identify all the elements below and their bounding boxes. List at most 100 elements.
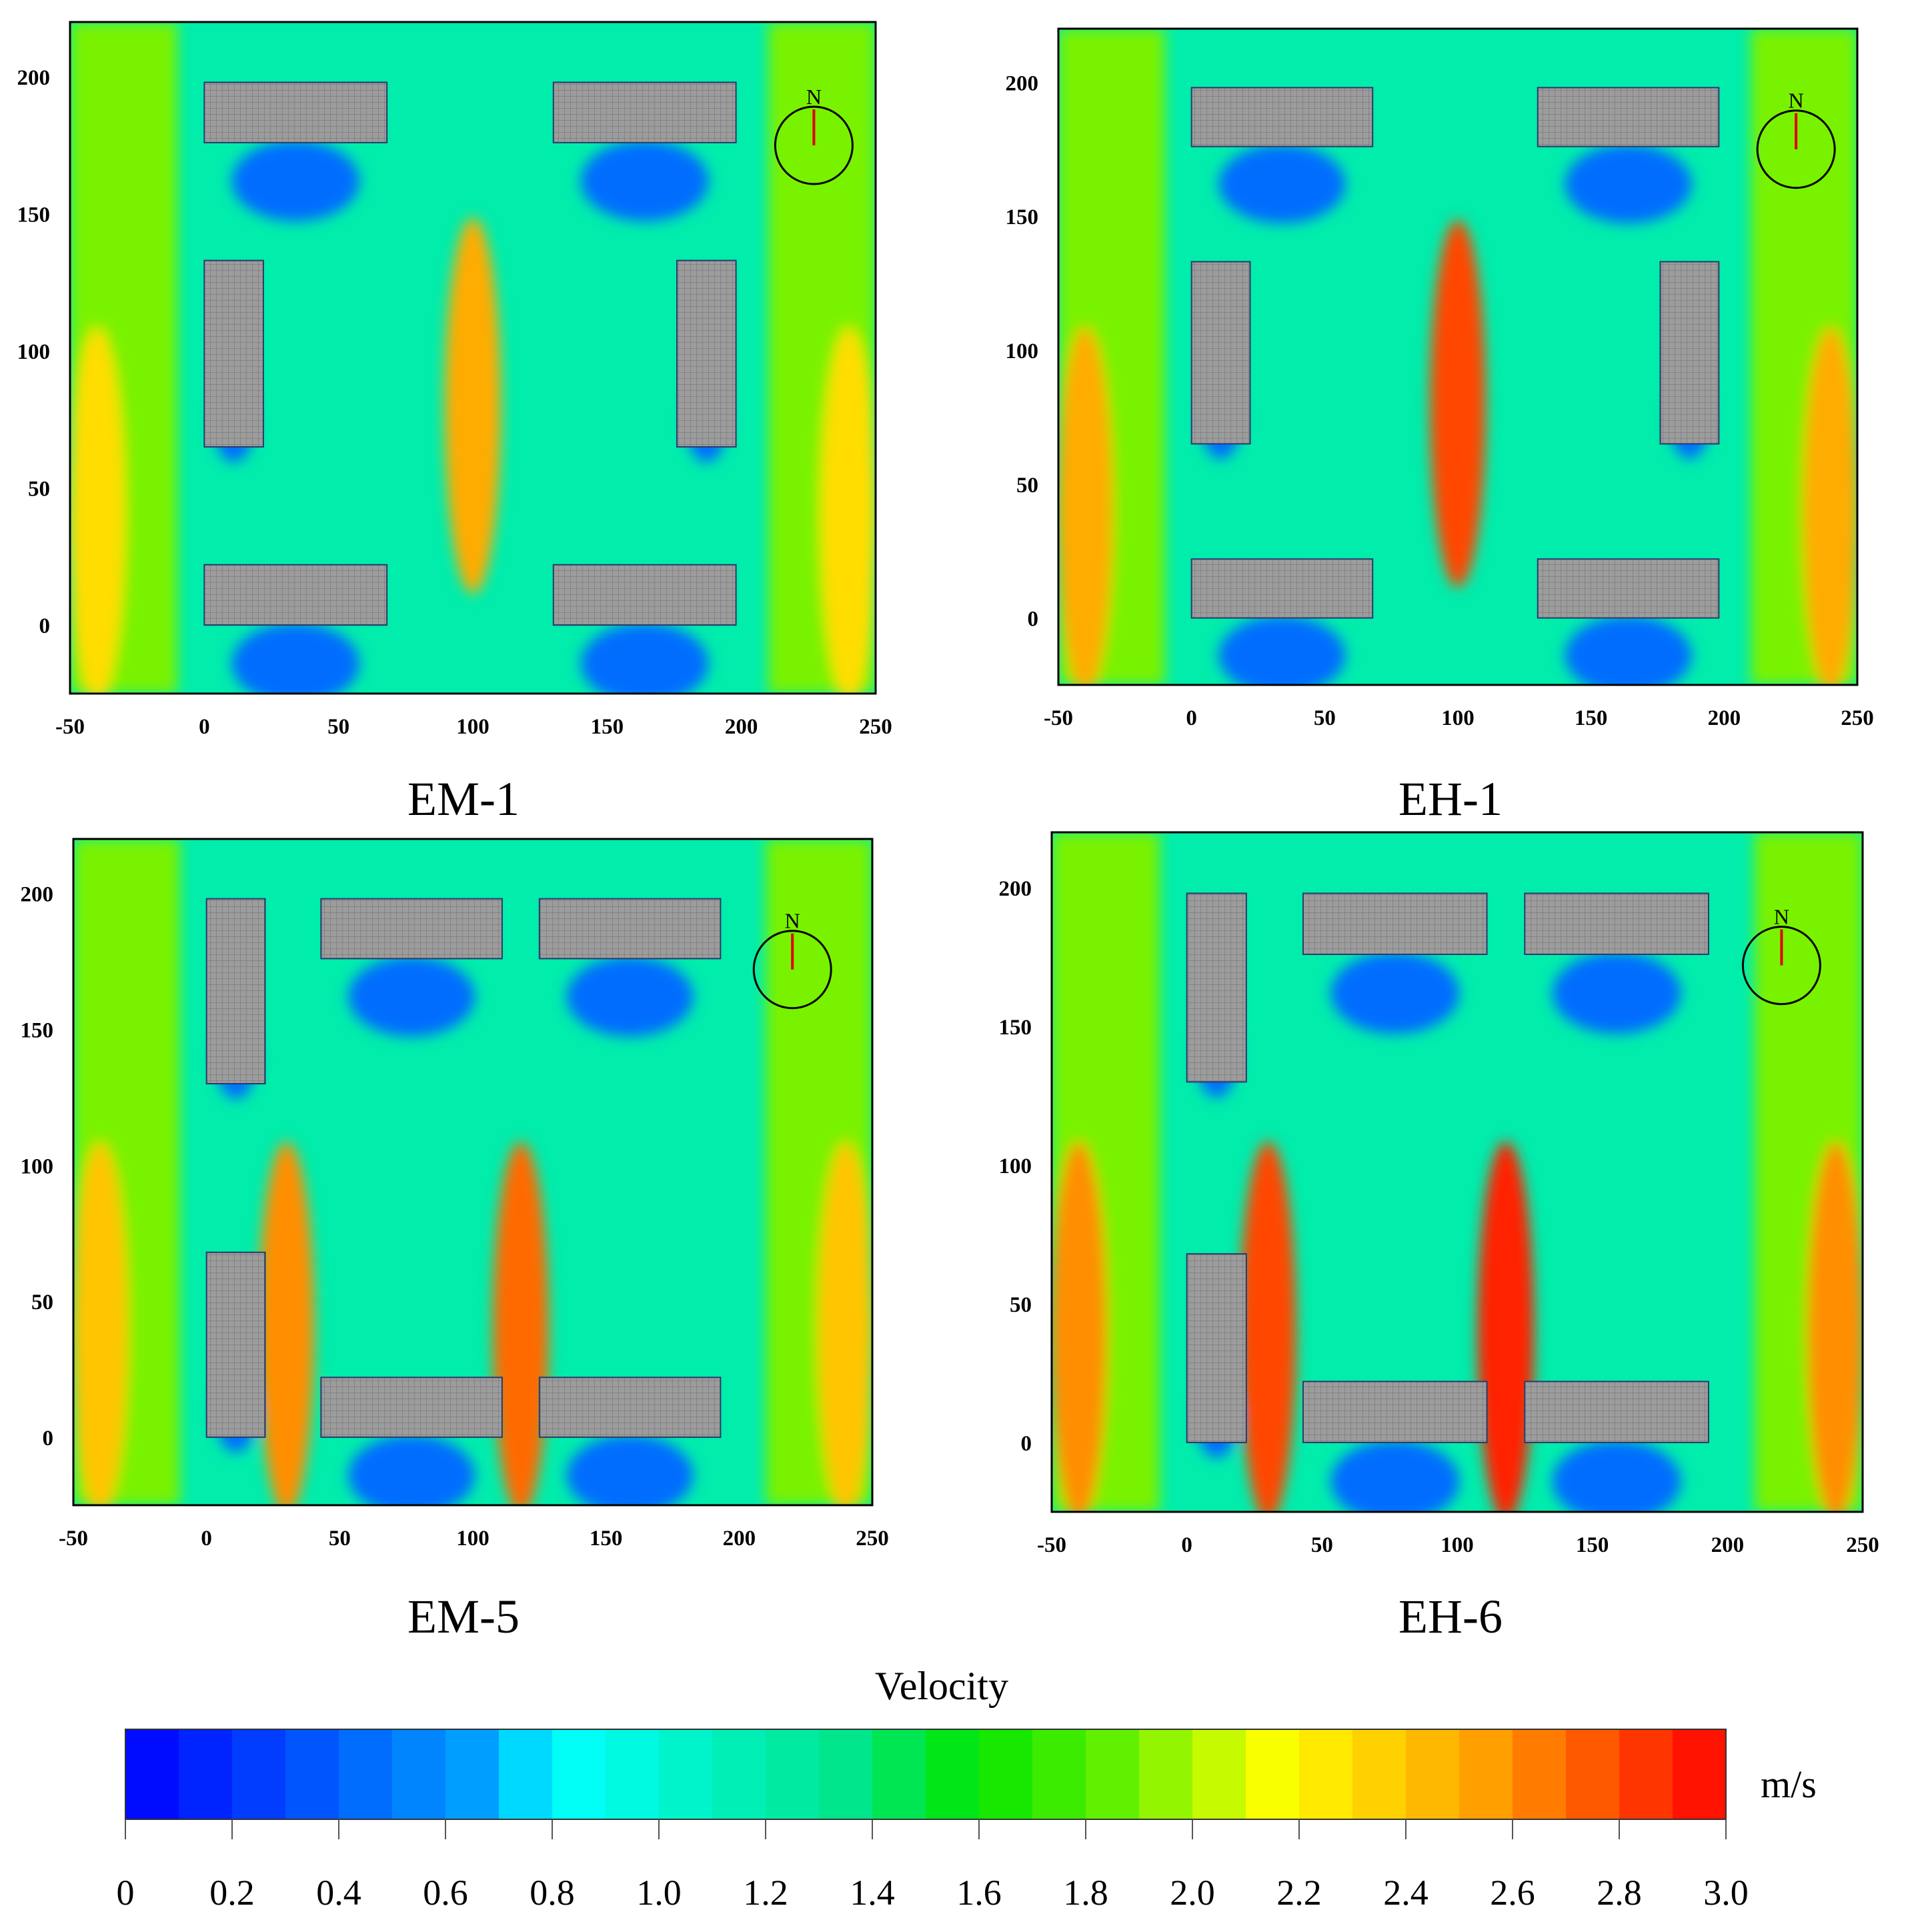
wake-zone: [580, 623, 709, 694]
compass-ring: [1756, 109, 1836, 189]
building-4: [1537, 87, 1720, 147]
x-tick-label: 100: [1440, 1533, 1474, 1557]
colorbar-bin: [125, 1729, 179, 1819]
colorbar-bin: [1406, 1729, 1460, 1819]
y-tick-label: 50: [1010, 1293, 1032, 1317]
y-tick-label: 200: [17, 66, 51, 90]
jet-core: [492, 1142, 549, 1505]
x-tick-label: 0: [201, 1527, 212, 1551]
jet-core: [1430, 219, 1486, 588]
y-tick-label: 100: [17, 340, 51, 364]
wake-zone: [348, 956, 475, 1037]
north-compass: N: [1756, 89, 1836, 189]
colorbar-bin: [179, 1729, 233, 1819]
colorbar-border: [125, 1729, 1727, 1820]
colorbar-bin: [392, 1729, 446, 1819]
colorbar-tick-label: 1.4: [850, 1873, 895, 1913]
colorbar-tick-label: 0.8: [530, 1873, 575, 1913]
building-1: [1186, 1253, 1247, 1444]
x-tick-label: 50: [327, 715, 349, 739]
north-compass: N: [752, 909, 832, 1010]
colorbar-tick-label: 2.6: [1490, 1873, 1535, 1913]
y-tick-label: 150: [999, 1016, 1032, 1040]
wake-zone: [1565, 144, 1692, 223]
panel-title: EH-6: [1398, 1590, 1503, 1643]
colorbar-bin: [285, 1729, 339, 1819]
colorbar-bin: [499, 1729, 553, 1819]
wake-zone: [580, 140, 709, 221]
building-2: [552, 564, 737, 626]
y-tick-label: 100: [999, 1154, 1032, 1178]
jet-core: [1803, 327, 1857, 685]
x-tick-label: 250: [856, 1527, 889, 1551]
plot-frame: [72, 838, 874, 1507]
colorbar-bin: [606, 1729, 660, 1819]
colorbar-bin: [712, 1729, 766, 1819]
x-tick-label: 50: [1311, 1533, 1333, 1557]
y-tick-label: 200: [1006, 71, 1039, 95]
wake-zone: [1330, 952, 1460, 1034]
wake-zone: [1218, 144, 1346, 223]
wake-zone: [1552, 1440, 1681, 1512]
building-1: [1190, 558, 1374, 619]
colorbar-ticks: 0 0.2 0.4 0.6 0.8 1.0 1.2 1.4 1.6 1.8 2.0 2.2 2.4 2.6…: [117, 1819, 1749, 1913]
colorbar-bin: [1619, 1729, 1673, 1819]
x-axis-ticks: -50 0 50 100 150 200 250: [55, 715, 892, 739]
building-3: [320, 1376, 503, 1438]
building-6: [676, 259, 737, 448]
panel-eh-1: N -50 0 50 100 150 200 250 0 50 100 150 200 EH-1: [1006, 27, 1874, 826]
x-tick-label: 250: [1846, 1533, 1879, 1557]
colorbar-bin: [766, 1729, 820, 1819]
building-2: [1537, 558, 1720, 619]
y-tick-label: 0: [1021, 1432, 1032, 1456]
panel-title: EH-1: [1398, 772, 1503, 826]
colorbar-bin: [1352, 1729, 1406, 1819]
colorbar-tick-label: 1.6: [956, 1873, 1002, 1913]
x-tick-label: 100: [456, 1527, 490, 1551]
building-5: [1190, 261, 1251, 445]
x-tick-label: -50: [1037, 1533, 1066, 1557]
jet-core: [73, 1142, 128, 1505]
x-tick-label: 200: [723, 1527, 756, 1551]
panel-em-1: N -50 0 50 100 150 200 250 0 50 100 150 200 EM-1: [17, 21, 892, 826]
plot-frame: [1050, 831, 1864, 1513]
buildings: [205, 898, 722, 1438]
x-axis-ticks: -50 0 50 100 150 200 250: [1044, 706, 1874, 730]
y-tick-label: 150: [17, 203, 51, 227]
buildings: [1190, 87, 1720, 619]
x-tick-label: -50: [59, 1527, 88, 1551]
y-tick-label: 50: [31, 1290, 53, 1314]
panel-em-5: N -50 0 50 100 150 200 250 0 50 100 150 200 EM-5: [21, 838, 889, 1643]
colorbar-bin: [1459, 1729, 1513, 1819]
colorbar-bin: [1139, 1729, 1193, 1819]
compass-label: N: [1789, 89, 1804, 113]
colorbar-bin: [339, 1729, 393, 1819]
jet-core: [1052, 1141, 1108, 1512]
x-tick-label: 0: [199, 715, 210, 739]
colorbar-bin: [926, 1729, 980, 1819]
compass-ring: [752, 930, 832, 1010]
y-axis-ticks: 0 50 100 150 200: [17, 66, 51, 638]
wake-zone: [1330, 1440, 1460, 1512]
plot-frame: [1057, 27, 1859, 686]
colorbar-tick-label: 1.0: [636, 1873, 682, 1913]
building-6: [1659, 261, 1720, 445]
y-tick-label: 50: [28, 477, 50, 502]
x-tick-label: 150: [1576, 1533, 1609, 1557]
building-5: [320, 898, 503, 960]
building-3: [203, 81, 388, 143]
colorbar-bin: [819, 1729, 873, 1819]
jet-core: [258, 1142, 315, 1505]
x-tick-label: 200: [1708, 706, 1741, 730]
panel-title: EM-1: [407, 772, 520, 826]
colorbar-bin: [232, 1729, 286, 1819]
wake-zone: [348, 1435, 475, 1505]
x-tick-label: 200: [725, 715, 758, 739]
x-axis-ticks: -50 0 50 100 150 200 250: [59, 1527, 889, 1551]
y-axis-ticks: 0 50 100 150 200: [21, 883, 54, 1451]
colorbar-unit: m/s: [1761, 1763, 1817, 1806]
x-tick-label: 250: [1841, 706, 1874, 730]
building-1: [203, 564, 388, 626]
velocity-field: [70, 22, 876, 694]
